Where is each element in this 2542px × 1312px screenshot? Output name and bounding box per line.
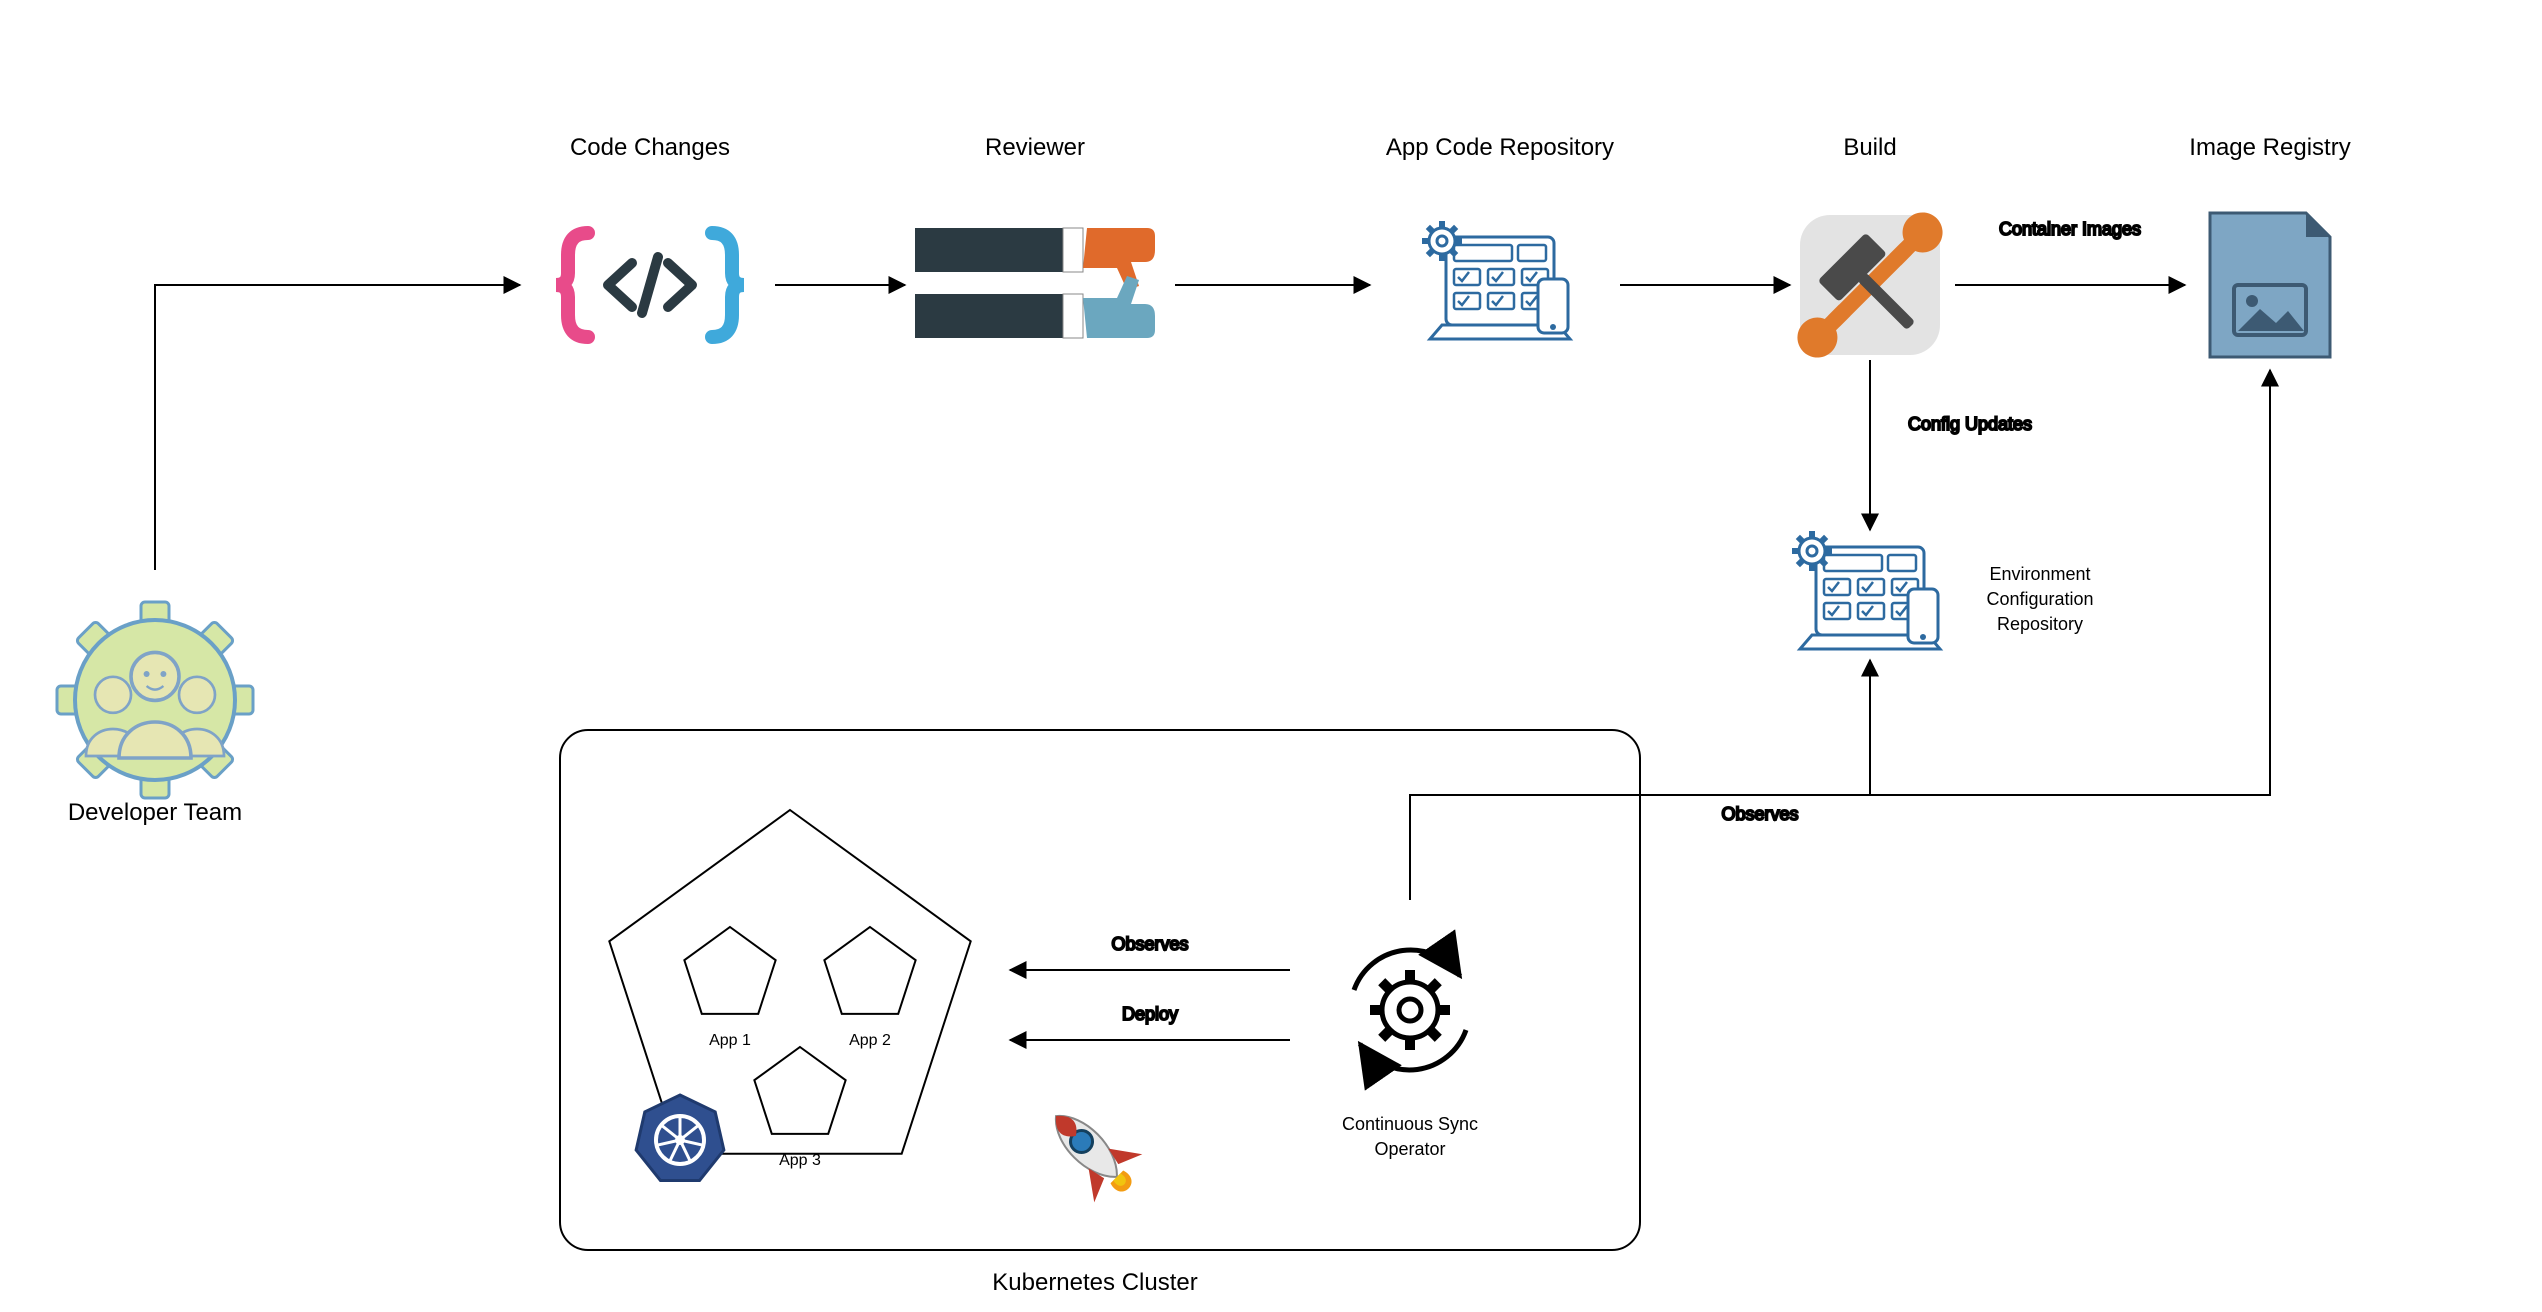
developer-team-icon (57, 602, 253, 798)
reviewer-label: Reviewer (985, 134, 1085, 161)
image-registry-label: Image Registry (2189, 134, 2350, 161)
app-repo-label: App Code Repository (1386, 134, 1614, 161)
edge-dev_to_code (155, 285, 520, 570)
image-registry-icon (2210, 213, 2330, 357)
app-label: App 1 (709, 1032, 751, 1049)
edge-label-cluster_observes_sync: Observes (1111, 934, 1188, 954)
edge-label-build_to_envrepo: Config Updates (1908, 414, 2032, 434)
env-config-repo-label-1: Environment (1989, 564, 2090, 584)
build-icon (1789, 204, 1951, 366)
code-changes-icon (556, 233, 744, 337)
reviewer-icon (915, 228, 1155, 338)
sync-operator-icon (1354, 950, 1466, 1070)
env-config-repo-label-3: Repository (1997, 614, 2083, 634)
app-label: App 3 (779, 1152, 821, 1169)
edge-label-build_to_registry: Container Images (1999, 219, 2141, 239)
env-config-repo-icon (1792, 531, 1940, 649)
kubernetes-cluster-label: Kubernetes Cluster (992, 1269, 1197, 1296)
app-repo-icon (1422, 221, 1570, 339)
rocket-icon (1032, 1092, 1153, 1213)
build-label: Build (1843, 134, 1896, 161)
sync-operator-label-1: Continuous Sync (1342, 1114, 1478, 1134)
flowchart-canvas: Container Images Config Updates Observes Ob… (0, 0, 2542, 1312)
sync-operator-label-2: Operator (1374, 1139, 1445, 1159)
app-label: App 2 (849, 1032, 891, 1049)
env-config-repo-label-2: Configuration (1986, 589, 2093, 609)
developer-team-label: Developer Team (68, 799, 242, 826)
edge-label-sync_deploy_cluster: Deploy (1122, 1004, 1178, 1024)
edge-label-sync_observes_envrepo: Observes (1721, 804, 1798, 824)
code-changes-label: Code Changes (570, 134, 730, 161)
kubernetes-cluster-box: Kubernetes Cluster App 1 App 2 App 3 (560, 730, 1640, 1296)
